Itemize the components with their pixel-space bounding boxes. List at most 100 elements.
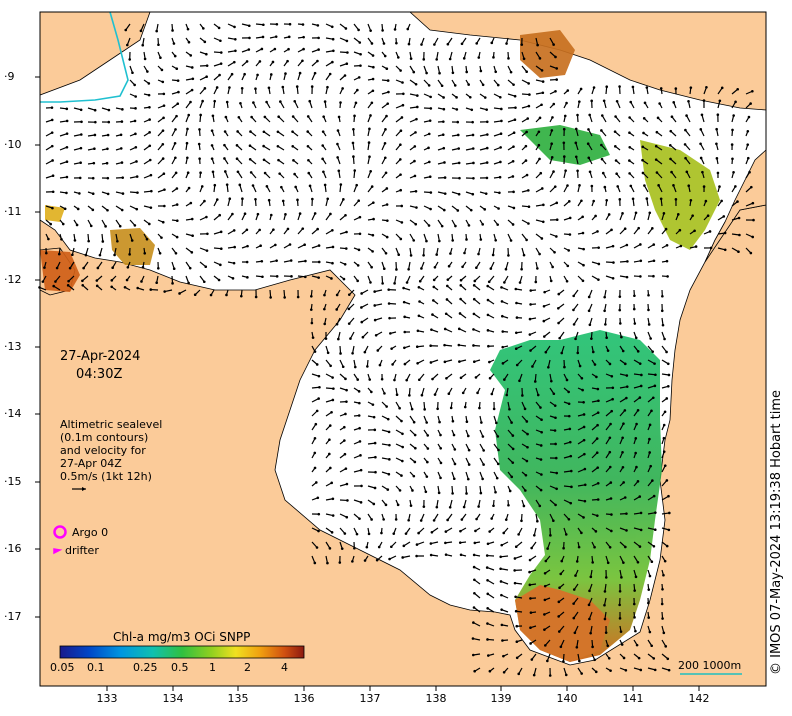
velocity-arrow-head: [134, 95, 137, 98]
velocity-arrow-head: [577, 545, 581, 549]
velocity-arrow-head: [606, 644, 610, 648]
velocity-arrow-head: [748, 170, 751, 174]
velocity-arrow-head: [47, 237, 50, 241]
velocity-arrow-head: [536, 43, 539, 47]
velocity-arrow-head: [449, 406, 453, 410]
velocity-arrow-head: [265, 185, 269, 188]
velocity-arrow-head: [588, 323, 592, 327]
lon-tick: 136: [293, 692, 315, 705]
velocity-arrow-head: [105, 161, 109, 165]
velocity-arrow-head: [496, 83, 500, 87]
velocity-arrow-head: [632, 602, 636, 606]
velocity-arrow-head: [623, 362, 627, 366]
velocity-arrow-head: [163, 290, 166, 293]
velocity-arrow-head: [422, 505, 426, 508]
velocity-arrow-head: [336, 142, 339, 146]
velocity-arrow-head: [372, 217, 375, 221]
velocity-arrow-head: [751, 201, 755, 205]
velocity-arrow-head: [403, 362, 407, 366]
velocity-arrow-head: [403, 315, 406, 319]
velocity-arrow-head: [472, 553, 476, 557]
velocity-arrow-head: [401, 445, 404, 449]
velocity-arrow-head: [161, 142, 165, 146]
velocity-arrow-head: [174, 251, 178, 255]
velocity-arrow-head: [574, 141, 578, 145]
velocity-arrow-head: [514, 609, 518, 613]
velocity-arrow-head: [355, 532, 359, 536]
velocity-arrow-head: [596, 514, 599, 517]
velocity-arrow-head: [663, 410, 667, 414]
velocity-arrow-head: [329, 466, 332, 470]
velocity-arrow-head: [603, 617, 607, 621]
velocity-arrow-head: [345, 39, 349, 43]
velocity-arrow-head: [259, 244, 262, 248]
velocity-arrow-head: [582, 516, 585, 519]
velocity-arrow-head: [553, 185, 557, 188]
velocity-arrow-head: [746, 129, 750, 133]
velocity-arrow-head: [693, 229, 696, 233]
velocity-arrow-head: [288, 22, 292, 26]
velocity-arrow-head: [310, 85, 314, 88]
velocity-arrow-head: [344, 377, 347, 381]
velocity-arrow-head: [445, 298, 449, 301]
velocity-arrow-head: [247, 24, 251, 28]
velocity-arrow-head: [65, 145, 69, 149]
velocity-arrow-head: [486, 622, 489, 625]
velocity-arrow-head: [321, 130, 325, 133]
velocity-arrow-head: [357, 28, 360, 32]
velocity-arrow-head: [596, 466, 600, 469]
velocity-arrow-head: [562, 546, 565, 550]
velocity-arrow-head: [386, 79, 390, 82]
velocity-arrow-head: [113, 253, 116, 257]
velocity-arrow-head: [243, 212, 247, 216]
velocity-arrow-head: [503, 281, 506, 284]
velocity-arrow-head: [370, 42, 374, 45]
velocity-arrow-head: [700, 113, 704, 117]
velocity-arrow-head: [265, 100, 268, 104]
velocity-arrow-head: [431, 377, 434, 381]
velocity-arrow-head: [219, 247, 223, 250]
velocity-arrow-head: [501, 330, 505, 333]
velocity-arrow-head: [542, 203, 545, 207]
velocity-arrow-head: [358, 517, 361, 520]
velocity-arrow-head: [563, 114, 567, 118]
velocity-arrow-head: [574, 155, 578, 159]
velocity-arrow-head: [659, 87, 663, 90]
velocity-arrow-head: [494, 238, 497, 242]
velocity-arrow-head: [643, 101, 647, 105]
velocity-arrow-head: [263, 171, 267, 175]
velocity-arrow-head: [358, 232, 362, 236]
velocity-arrow-head: [667, 494, 670, 498]
velocity-arrow-head: [172, 42, 176, 45]
velocity-arrow-head: [81, 283, 85, 287]
velocity-arrow-head: [342, 277, 346, 281]
velocity-arrow-head: [371, 250, 374, 253]
velocity-arrow-head: [560, 351, 564, 355]
velocity-arrow-head: [317, 36, 320, 40]
velocity-arrow-head: [455, 108, 459, 111]
velocity-arrow-head: [654, 373, 657, 377]
velocity-arrow-head: [367, 532, 371, 536]
velocity-arrow-head: [550, 129, 554, 132]
velocity-arrow-head: [248, 157, 252, 161]
scale-label: 200 1000m: [678, 659, 742, 672]
velocity-arrow-head: [315, 409, 319, 413]
velocity-arrow-head: [317, 276, 320, 279]
velocity-arrow-head: [496, 462, 500, 466]
velocity-arrow-head: [173, 141, 177, 145]
velocity-arrow-head: [177, 90, 180, 94]
velocity-arrow-head: [507, 254, 510, 257]
velocity-arrow-head: [298, 71, 302, 75]
velocity-arrow-head: [286, 59, 289, 63]
velocity-arrow-head: [639, 668, 643, 672]
velocity-arrow-head: [286, 227, 290, 231]
velocity-arrow-head: [387, 90, 390, 94]
velocity-arrow-head: [610, 529, 613, 533]
velocity-arrow-head: [304, 275, 307, 279]
velocity-arrow-head: [155, 281, 158, 285]
velocity-arrow-head: [176, 79, 180, 82]
velocity-arrow-head: [453, 448, 457, 451]
velocity-arrow-head: [674, 198, 678, 201]
velocity-arrow-head: [438, 71, 441, 75]
velocity-arrow-head: [652, 544, 656, 548]
